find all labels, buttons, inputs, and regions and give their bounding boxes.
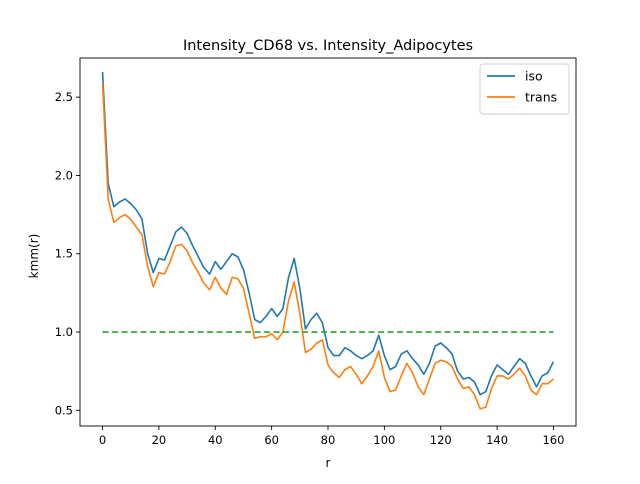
legend-label-trans: trans (525, 90, 557, 105)
x-tick-label: 20 (152, 433, 167, 447)
x-tick-label: 160 (542, 433, 564, 447)
x-tick-label: 100 (373, 433, 395, 447)
y-tick-label: 1.0 (55, 325, 73, 339)
plot-area: 0 20 40 60 80 100 120 140 160 0.5 1.0 1.5 2.0 2.5 iso t… (55, 57, 577, 447)
y-tick-label: 2.5 (55, 90, 73, 104)
series-line-trans (101, 83, 554, 410)
y-tick-label: 1.5 (55, 247, 73, 261)
x-tick-label: 0 (99, 433, 106, 447)
legend-label-iso: iso (525, 69, 543, 84)
y-tick-label: 2.0 (55, 168, 73, 182)
x-tick-label: 80 (321, 433, 336, 447)
x-tick-label: 140 (486, 433, 508, 447)
x-axis-label: r (326, 456, 331, 470)
series-line-iso (101, 72, 555, 396)
x-tick-label: 60 (264, 433, 279, 447)
y-axis-label: kmm(r) (27, 234, 41, 279)
y-tick-label: 0.5 (55, 403, 73, 417)
chart-title: Intensity_CD68 vs. Intensity_Adipocytes (183, 38, 473, 54)
x-tick-label: 40 (208, 433, 223, 447)
x-tick-label: 120 (430, 433, 452, 447)
